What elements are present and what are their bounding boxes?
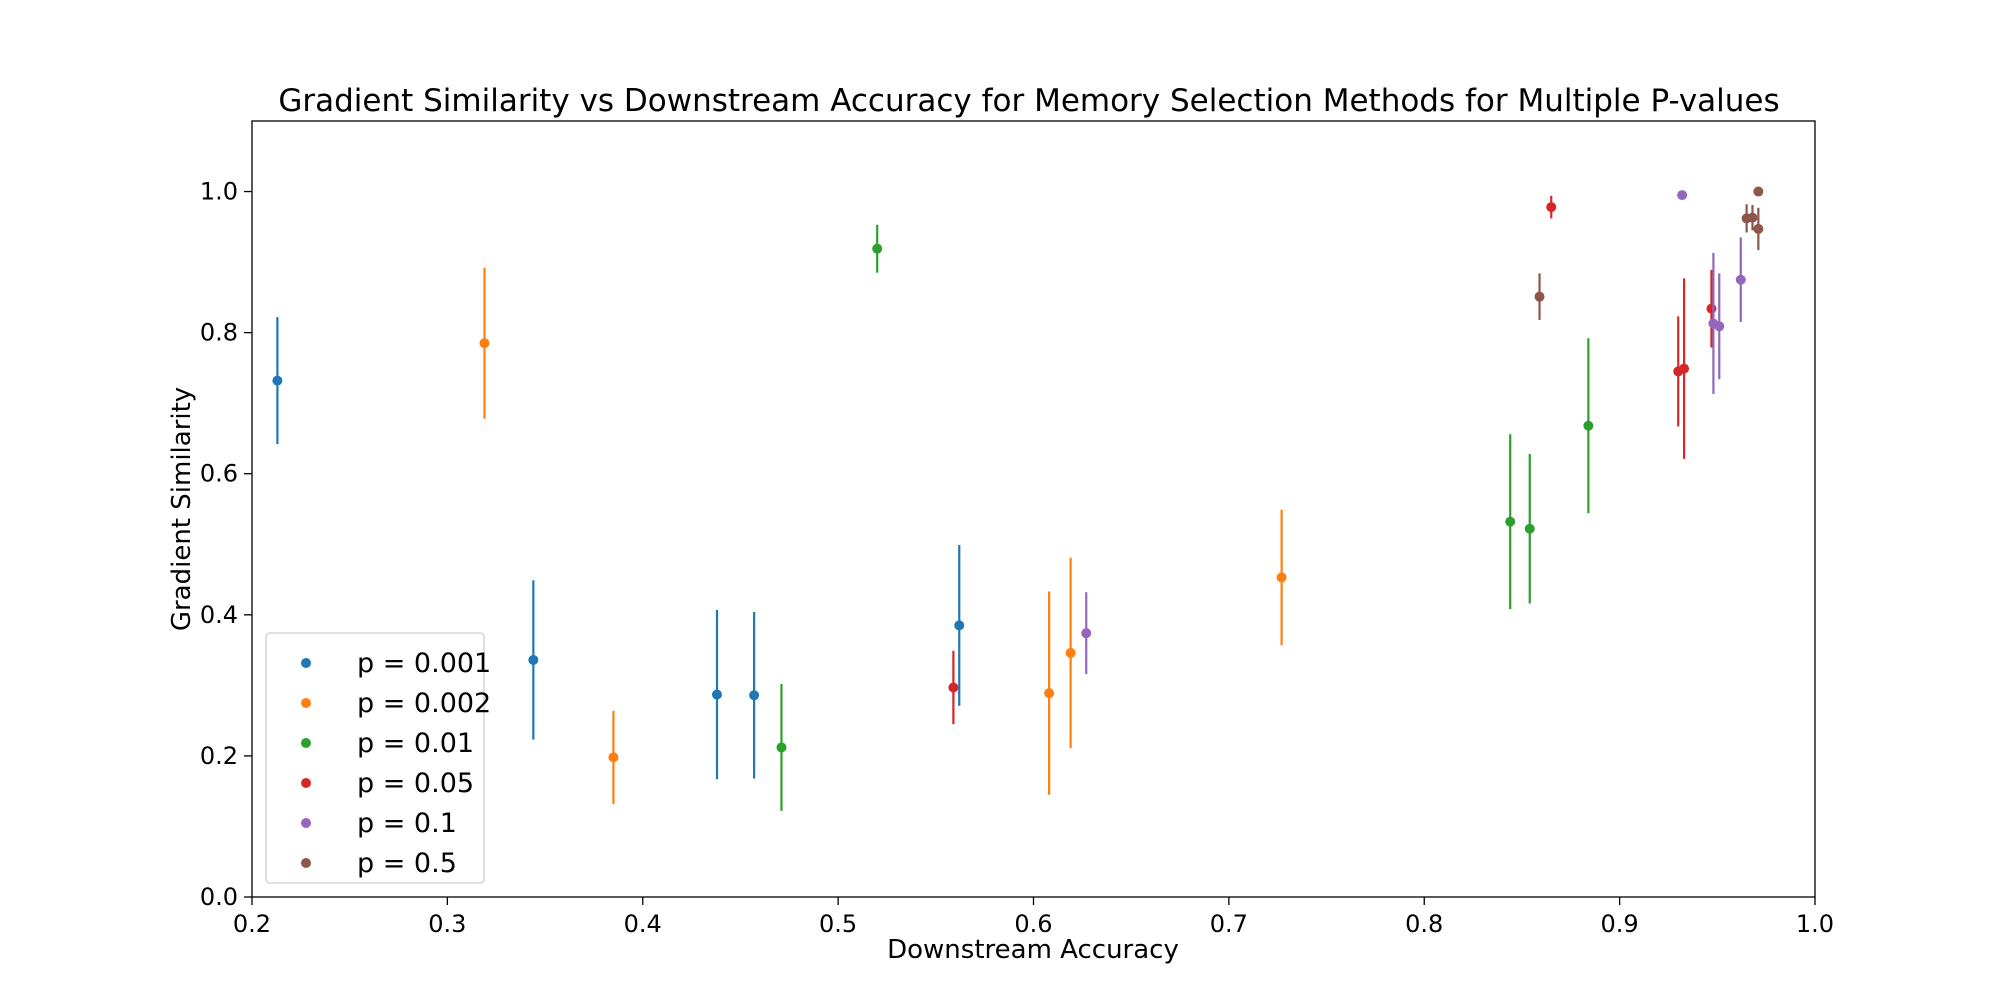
legend: p = 0.001 p = 0.002 p = 0.01 p = 0.05 p = 0.… (265, 632, 491, 884)
x-tick-label: 0.6 (1014, 910, 1052, 938)
y-axis: 0.0 0.2 0.4 0.6 0.8 1.0 (200, 178, 252, 911)
legend-marker (301, 818, 311, 828)
x-tick-label: 0.9 (1601, 910, 1639, 938)
data-point (272, 375, 283, 386)
data-point (954, 620, 965, 631)
series-group (272, 317, 965, 780)
x-axis-label: Downstream Accuracy (887, 935, 1179, 965)
y-tick-label: 0.6 (200, 460, 238, 488)
legend-frame (265, 632, 485, 884)
data-point (528, 654, 539, 665)
legend-label: p = 0.001 (357, 648, 491, 679)
series-group (948, 195, 1717, 725)
legend-label: p = 0.1 (357, 808, 457, 839)
x-tick-label: 0.3 (428, 910, 466, 938)
y-axis-label: Gradient Similarity (167, 387, 197, 631)
data-point (1706, 303, 1717, 314)
data-point (1065, 647, 1076, 658)
data-point (872, 243, 883, 254)
data-point (711, 689, 722, 700)
data-point (1524, 523, 1535, 534)
legend-marker (301, 698, 311, 708)
x-tick-label: 0.2 (233, 910, 271, 938)
x-tick-label: 0.7 (1210, 910, 1248, 938)
y-tick-label: 0.2 (200, 742, 238, 770)
data-point (1677, 190, 1688, 201)
y-tick-label: 1.0 (200, 178, 238, 206)
legend-label: p = 0.002 (357, 688, 491, 719)
plot-area (272, 186, 1764, 811)
data-point (1753, 186, 1764, 197)
legend-marker (301, 658, 311, 668)
plot-frame (251, 120, 1816, 898)
data-point (1081, 628, 1092, 639)
data-point (479, 338, 490, 349)
data-point (1753, 223, 1764, 234)
x-tick-label: 0.5 (819, 910, 857, 938)
legend-marker (301, 858, 311, 868)
chart-title: Gradient Similarity vs Downstream Accura… (278, 83, 1779, 119)
data-point (776, 742, 787, 753)
data-point (1714, 321, 1725, 332)
x-axis: 0.2 0.3 0.4 0.5 0.6 0.7 0.8 0.9 1.0 (233, 897, 1834, 938)
series-group (1081, 190, 1746, 675)
data-point (608, 752, 619, 763)
legend-label: p = 0.01 (357, 728, 474, 759)
data-point (1546, 202, 1557, 213)
legend-label: p = 0.05 (357, 768, 474, 799)
data-point (1276, 572, 1287, 583)
data-point (1583, 420, 1594, 431)
y-tick-label: 0.0 (200, 883, 238, 911)
x-tick-label: 0.8 (1405, 910, 1443, 938)
data-point (948, 682, 959, 693)
x-tick-label: 0.4 (624, 910, 662, 938)
legend-label: p = 0.5 (357, 848, 457, 879)
legend-marker (301, 778, 311, 788)
x-tick-label: 1.0 (1796, 910, 1834, 938)
data-point (1679, 363, 1690, 374)
data-point (1044, 688, 1055, 699)
data-point (1747, 212, 1758, 223)
series-group (479, 267, 1287, 804)
data-point (1534, 291, 1545, 302)
data-point (1735, 274, 1746, 285)
y-tick-label: 0.8 (200, 319, 238, 347)
data-point (749, 690, 760, 701)
series-group (1534, 186, 1764, 320)
y-tick-label: 0.4 (200, 601, 238, 629)
series-group (776, 224, 1594, 811)
legend-marker (301, 738, 311, 748)
data-point (1505, 516, 1516, 527)
